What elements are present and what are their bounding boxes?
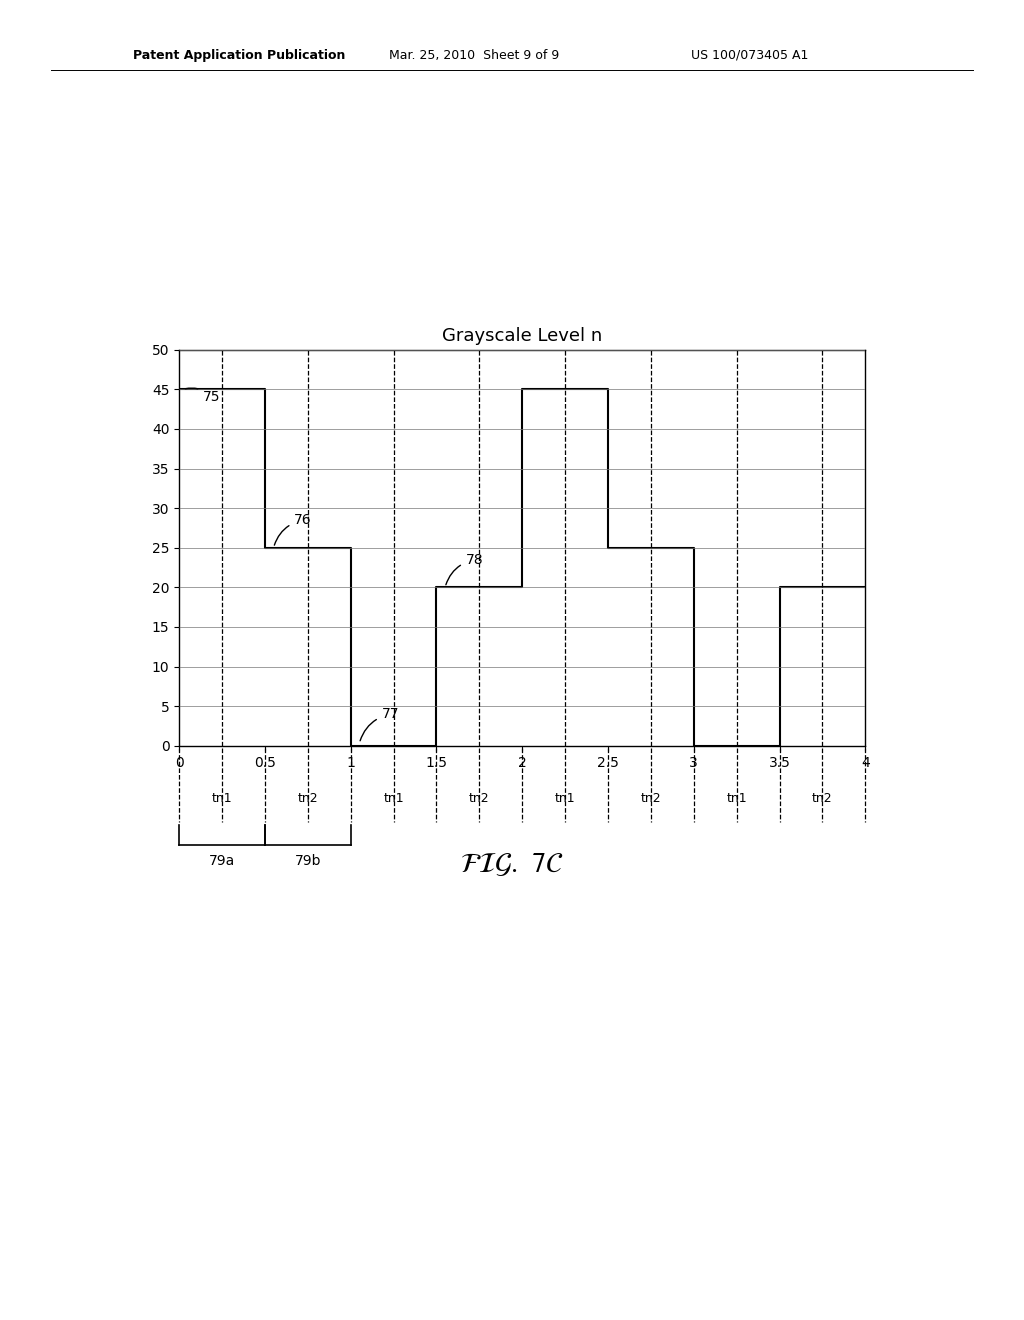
Text: tn1: tn1 [555, 792, 575, 805]
Text: Patent Application Publication: Patent Application Publication [133, 49, 345, 62]
Text: 78: 78 [445, 553, 483, 585]
Text: Mar. 25, 2010  Sheet 9 of 9: Mar. 25, 2010 Sheet 9 of 9 [389, 49, 559, 62]
Text: tn2: tn2 [298, 792, 318, 805]
Title: Grayscale Level n: Grayscale Level n [442, 327, 602, 346]
Text: tn1: tn1 [212, 792, 232, 805]
Text: tn1: tn1 [726, 792, 746, 805]
Text: 79a: 79a [209, 854, 236, 869]
Text: 77: 77 [360, 708, 399, 741]
Text: tn2: tn2 [469, 792, 489, 805]
Text: tn2: tn2 [641, 792, 662, 805]
Text: 76: 76 [274, 513, 311, 545]
Text: 75: 75 [185, 388, 221, 404]
Text: $\mathcal{FIG.}$ $\mathcal{7C}$: $\mathcal{FIG.}$ $\mathcal{7C}$ [460, 851, 564, 878]
Text: tn1: tn1 [383, 792, 403, 805]
Text: 79b: 79b [295, 854, 322, 869]
Text: tn2: tn2 [812, 792, 833, 805]
Text: US 100/073405 A1: US 100/073405 A1 [691, 49, 809, 62]
